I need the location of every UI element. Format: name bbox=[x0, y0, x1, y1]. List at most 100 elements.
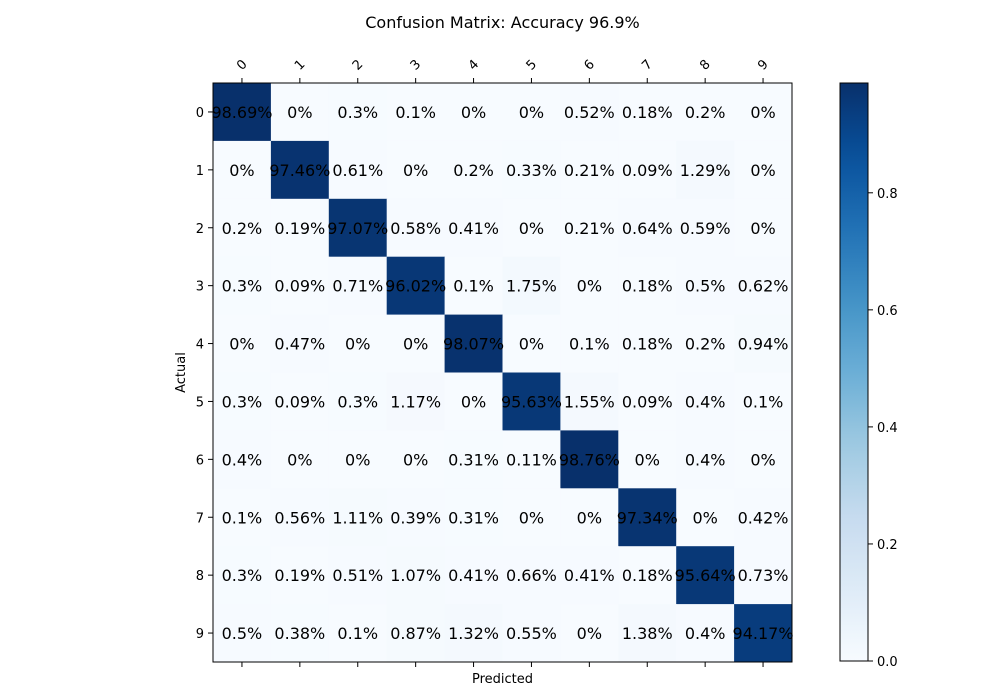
y-tick-label: 6 bbox=[196, 453, 204, 468]
cell-value-label: 0.18% bbox=[622, 566, 673, 585]
heatmap-cell bbox=[386, 140, 446, 200]
x-axis-label: Predicted bbox=[472, 672, 533, 687]
heatmap-cell bbox=[270, 314, 330, 373]
cell-value-label: 1.29% bbox=[680, 161, 731, 180]
y-tick-label: 1 bbox=[196, 164, 204, 179]
cell-value-label: 0.87% bbox=[390, 624, 441, 643]
heatmap-cell bbox=[502, 256, 561, 316]
cell-value-label: 0.4% bbox=[685, 450, 726, 469]
heatmap-cell bbox=[386, 430, 446, 489]
cell-value-label: 0.41% bbox=[448, 566, 499, 585]
heatmap-cell bbox=[386, 488, 446, 547]
heatmap-cell bbox=[328, 604, 388, 663]
heatmap-cell bbox=[270, 83, 330, 142]
heatmap-cell bbox=[560, 546, 619, 605]
cell-value-label: 0% bbox=[635, 450, 660, 469]
heatmap-cell bbox=[502, 140, 561, 200]
cell-value-label: 0% bbox=[345, 450, 370, 469]
cell-value-label: 0.31% bbox=[448, 450, 499, 469]
heatmap-cell bbox=[560, 488, 619, 547]
cell-value-label: 0.18% bbox=[622, 277, 673, 296]
heatmap-cell bbox=[502, 604, 561, 663]
cell-value-label: 0.5% bbox=[685, 277, 726, 296]
cell-value-label: 0.3% bbox=[337, 103, 378, 122]
heatmap-cell bbox=[444, 372, 503, 431]
y-tick-label: 9 bbox=[196, 627, 204, 642]
cell-value-label: 0.1% bbox=[569, 335, 610, 354]
cell-value-label: 95.63% bbox=[501, 392, 562, 411]
heatmap-cell bbox=[386, 372, 446, 431]
cell-value-label: 0% bbox=[577, 624, 602, 643]
y-tick-label: 8 bbox=[196, 569, 204, 584]
cell-value-label: 0% bbox=[229, 161, 254, 180]
heatmap-cell bbox=[444, 430, 503, 489]
heatmap-cell bbox=[444, 546, 503, 605]
cell-value-label: 0.4% bbox=[685, 624, 726, 643]
heatmap-cell bbox=[213, 83, 272, 142]
heatmap-cell bbox=[270, 488, 330, 547]
cell-value-label: 0.11% bbox=[506, 450, 557, 469]
cell-value-label: 0% bbox=[519, 335, 544, 354]
heatmap-cell bbox=[213, 430, 272, 489]
heatmap-cell bbox=[676, 430, 735, 489]
heatmap-cell bbox=[618, 256, 677, 316]
heatmap-cell bbox=[734, 83, 793, 142]
colorbar-tick-label: 0.8 bbox=[877, 187, 898, 202]
cell-value-label: 0.09% bbox=[622, 161, 673, 180]
y-tick-label: 2 bbox=[196, 222, 204, 237]
cell-value-label: 0% bbox=[519, 508, 544, 527]
heatmap-cell bbox=[676, 256, 735, 316]
y-axis-label: Actual bbox=[174, 352, 189, 393]
heatmap-cell bbox=[213, 546, 272, 605]
heatmap-cell bbox=[734, 372, 793, 431]
cell-value-label: 0% bbox=[287, 450, 312, 469]
heatmap-cell bbox=[444, 488, 503, 547]
cell-value-label: 97.46% bbox=[269, 161, 330, 180]
heatmap-cell bbox=[444, 83, 503, 142]
heatmap-cell bbox=[328, 314, 388, 373]
cell-value-label: 0% bbox=[750, 219, 775, 238]
cell-value-label: 0.5% bbox=[222, 624, 263, 643]
heatmap-cell bbox=[213, 372, 272, 431]
cell-value-label: 98.76% bbox=[559, 450, 620, 469]
cell-value-label: 0.19% bbox=[274, 566, 325, 585]
heatmap-cell bbox=[386, 198, 446, 258]
heatmap-cell bbox=[502, 430, 561, 489]
heatmap-cell bbox=[444, 604, 503, 663]
heatmap-cell bbox=[734, 314, 793, 373]
cell-value-label: 0% bbox=[577, 277, 602, 296]
cell-value-label: 0.1% bbox=[395, 103, 436, 122]
cell-value-label: 0.33% bbox=[506, 161, 557, 180]
heatmap-cell bbox=[270, 372, 330, 431]
heatmap-cell bbox=[213, 256, 272, 316]
cell-value-label: 0.94% bbox=[738, 335, 789, 354]
cell-value-label: 0.1% bbox=[743, 392, 784, 411]
cell-value-label: 0% bbox=[750, 450, 775, 469]
heatmap-cell bbox=[328, 83, 388, 142]
x-tick-label: 9 bbox=[755, 57, 771, 73]
cell-value-label: 97.34% bbox=[617, 508, 678, 527]
heatmap-cell bbox=[502, 488, 561, 547]
cell-value-label: 0.59% bbox=[680, 219, 731, 238]
x-tick-label: 0 bbox=[234, 57, 250, 73]
cell-value-label: 0.1% bbox=[453, 277, 494, 296]
x-tick-label: 5 bbox=[524, 57, 540, 73]
plot-frame bbox=[212, 82, 793, 663]
heatmap-cell bbox=[213, 198, 272, 258]
colorbar-tick-label: 0.6 bbox=[877, 304, 898, 319]
cell-value-label: 0.1% bbox=[222, 508, 263, 527]
heatmap-cell bbox=[386, 256, 446, 316]
heatmap-cell bbox=[618, 604, 677, 663]
heatmap-cell bbox=[328, 546, 388, 605]
colorbar-tick-label: 0.2 bbox=[877, 538, 898, 553]
heatmap-cell bbox=[502, 314, 561, 373]
y-tick-label: 5 bbox=[196, 395, 204, 410]
cell-value-label: 0.21% bbox=[564, 161, 615, 180]
heatmap-cell bbox=[734, 604, 793, 663]
cell-value-label: 0% bbox=[403, 161, 428, 180]
cell-value-label: 0.09% bbox=[274, 392, 325, 411]
cell-value-label: 0% bbox=[577, 508, 602, 527]
heatmap-cell bbox=[560, 256, 619, 316]
cell-value-label: 94.17% bbox=[733, 624, 794, 643]
cell-value-label: 1.32% bbox=[448, 624, 499, 643]
